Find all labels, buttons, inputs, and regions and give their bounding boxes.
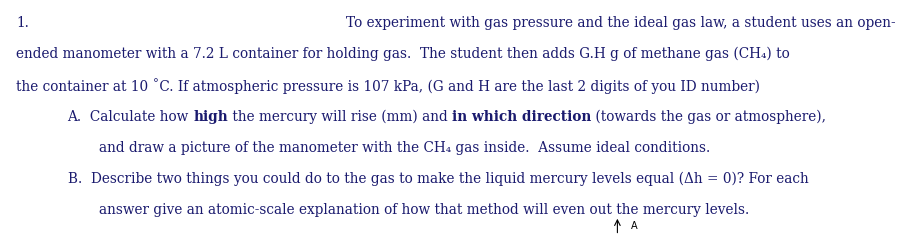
Text: high: high xyxy=(194,110,228,123)
Text: answer give an atomic-scale explanation of how that method will even out the mer: answer give an atomic-scale explanation … xyxy=(99,203,749,217)
Text: (towards the gas or atmosphere),: (towards the gas or atmosphere), xyxy=(591,110,826,124)
Text: ended manometer with a 7.2 L container for holding gas.  The student then adds G: ended manometer with a 7.2 L container f… xyxy=(16,47,790,61)
Text: in which direction: in which direction xyxy=(452,110,591,123)
Text: the mercury will rise (mm) and: the mercury will rise (mm) and xyxy=(228,110,452,124)
Text: To experiment with gas pressure and the ideal gas law, a student uses an open-: To experiment with gas pressure and the … xyxy=(346,16,896,30)
Text: A.  Calculate how: A. Calculate how xyxy=(68,110,194,123)
Text: B.  Describe two things you could do to the gas to make the liquid mercury level: B. Describe two things you could do to t… xyxy=(68,172,808,186)
Text: 1.: 1. xyxy=(16,16,29,30)
Text: A: A xyxy=(631,221,637,231)
Text: and draw a picture of the manometer with the CH₄ gas inside.  Assume ideal condi: and draw a picture of the manometer with… xyxy=(99,141,710,155)
Text: the container at 10 ˚C. If atmospheric pressure is 107 kPa, (G and H are the las: the container at 10 ˚C. If atmospheric p… xyxy=(16,78,760,94)
